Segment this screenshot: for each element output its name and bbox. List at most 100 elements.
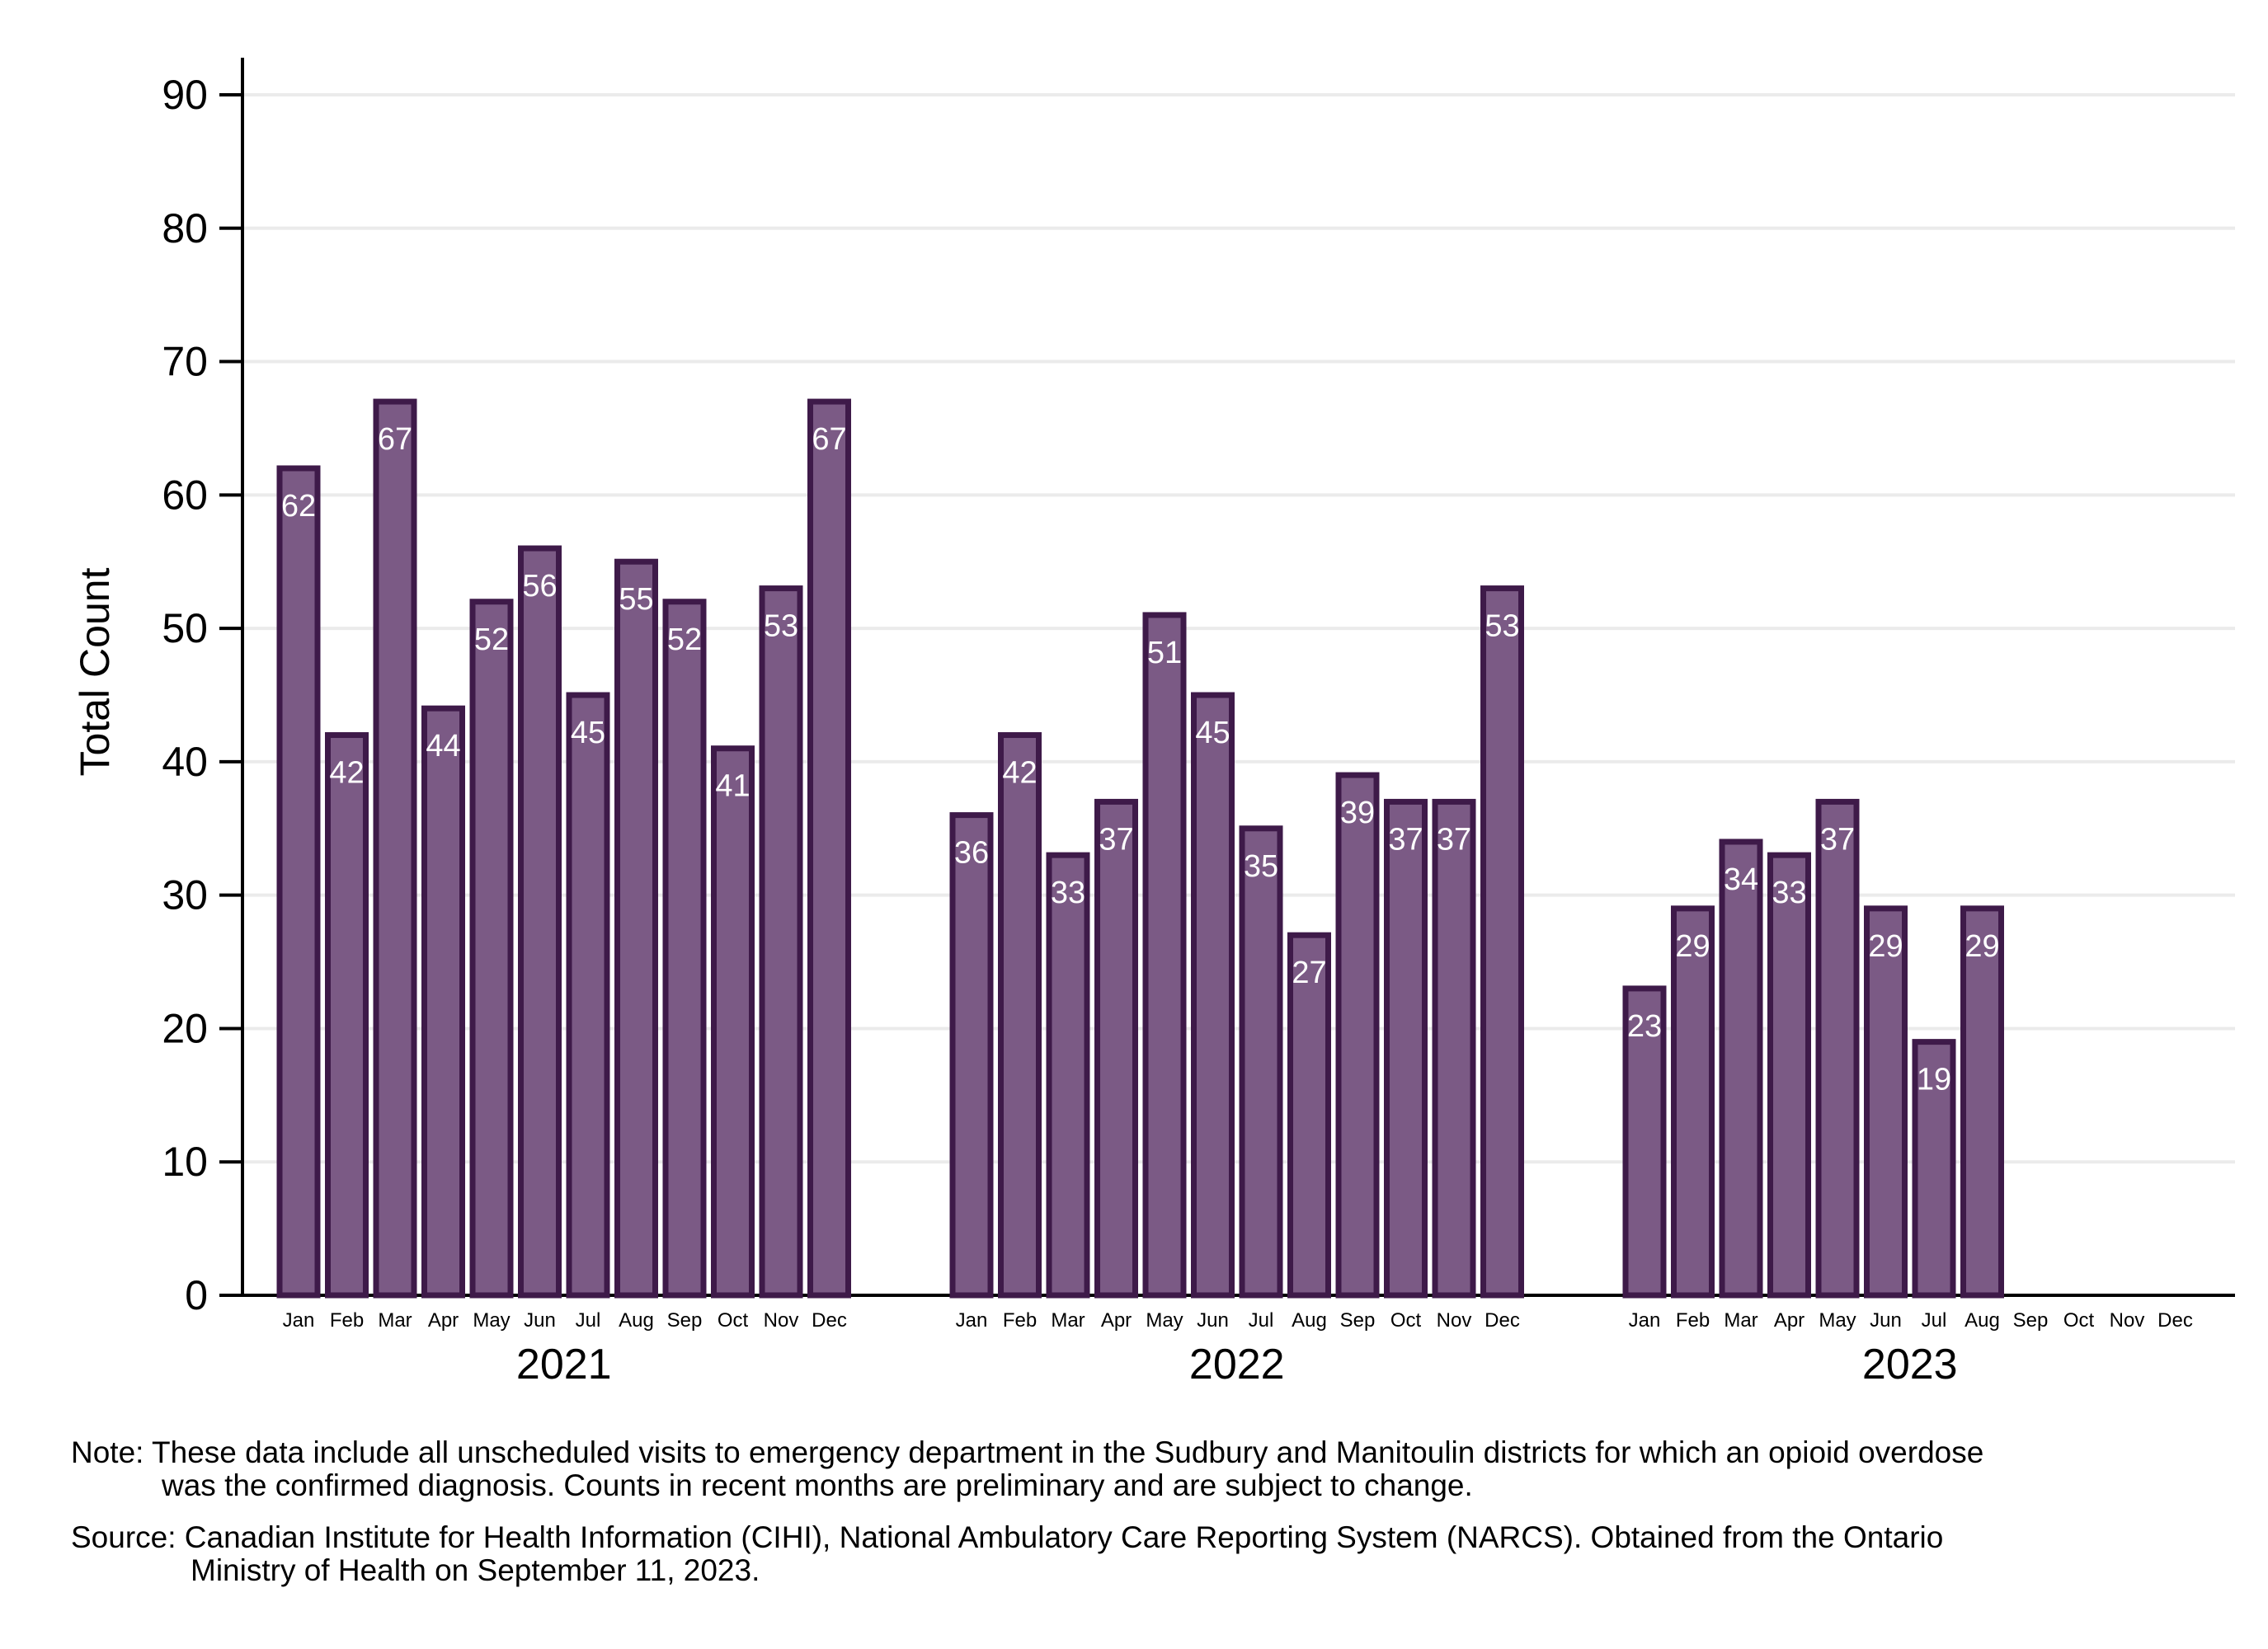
data-label: 53 [764,609,798,644]
bar [662,599,707,1299]
data-label: 39 [1340,796,1375,830]
bar [614,558,658,1299]
x-tick-label: Mar [1724,1309,1757,1332]
source-line-2: Ministry of Health on September 11, 2023… [191,1553,760,1587]
x-tick-label: Sep [2013,1309,2049,1332]
note-line-2: was the confirmed diagnosis. Counts in r… [162,1468,1473,1502]
bar [1864,905,1908,1299]
chart-note: Note: These data include all unscheduled… [71,1436,2215,1502]
bars [276,398,2004,1299]
y-tick-label: 30 [162,872,208,918]
data-label: 56 [522,569,557,604]
data-label: 67 [812,422,846,457]
tick-labels: 0 10 20 30 40 50 60 70 80 90 Jan Feb Mar Apr May Jun Jul… [162,72,2192,1388]
data-label: 52 [667,622,702,657]
bar [1912,1039,1956,1299]
x-tick-label: Jul [1249,1309,1274,1332]
bar [759,585,803,1299]
chart-source: Source: Canadian Institute for Health In… [71,1521,2215,1587]
y-axis-label: Total Count [72,567,118,776]
data-label: 36 [954,836,989,871]
x-tick-label: Nov [2110,1309,2145,1332]
data-label: 23 [1627,1009,1662,1044]
data-label: 55 [619,582,653,617]
bar [518,545,562,1299]
x-tick-label: Aug [1292,1309,1327,1332]
x-tick-label: May [1819,1309,1856,1332]
y-tick-label: 60 [162,472,208,518]
bar [1287,932,1331,1299]
bar [1384,798,1428,1299]
x-tick-label: Mar [1051,1309,1085,1332]
bar [1432,798,1476,1299]
x-tick-label: May [1146,1309,1183,1332]
bar [1046,852,1090,1299]
data-label: 29 [1868,929,1903,964]
x-tick-label: Jan [956,1309,988,1332]
x-tick-label: Dec [812,1309,847,1332]
bar [276,465,321,1299]
x-tick-label: Apr [1774,1309,1805,1332]
data-label: 37 [1437,822,1471,857]
bar [1719,839,1763,1299]
y-tick-label: 40 [162,739,208,785]
bar [1094,798,1138,1299]
bar [325,732,369,1299]
data-label: 53 [1485,609,1519,644]
bar [373,398,417,1299]
x-tick-label: Aug [619,1309,654,1332]
bar [1335,772,1380,1299]
x-tick-label: Jul [576,1309,601,1332]
x-tick-label: Oct [1390,1309,1422,1332]
data-label: 62 [281,489,316,524]
bar [807,398,851,1299]
x-tick-label: Nov [1437,1309,1472,1332]
x-tick-label: Sep [1340,1309,1376,1332]
year-group-label: 2023 [1862,1341,1958,1388]
data-label: 67 [378,422,412,457]
data-label: 33 [1772,876,1806,910]
note-line-1: Note: These data include all unscheduled… [71,1435,1984,1469]
bar [711,745,755,1299]
data-label: 29 [1965,929,1999,964]
x-tick-label: Mar [378,1309,412,1332]
data-label: 27 [1292,956,1326,990]
data-label: 45 [1195,716,1230,750]
data-label: 42 [329,756,364,791]
bar [1815,798,1860,1299]
data-label: 19 [1917,1063,1951,1097]
y-tick-label: 20 [162,1005,208,1051]
data-labels: 62 42 67 44 52 56 45 55 52 41 53 67 36 42 33 37 51 45 35 27… [281,422,2000,1097]
data-label: 42 [1002,756,1037,791]
data-label: 37 [1820,822,1855,857]
x-tick-label: Jun [1197,1309,1229,1332]
x-tick-label: Nov [764,1309,799,1332]
bar [566,692,610,1299]
data-label: 51 [1147,636,1182,670]
data-label: 37 [1388,822,1423,857]
data-label: 44 [426,729,460,763]
y-tick-label: 70 [162,339,208,385]
data-label: 41 [715,769,750,804]
x-tick-label: May [473,1309,510,1332]
bar [469,599,514,1299]
data-label: 45 [571,716,605,750]
source-line-1: Source: Canadian Institute for Health In… [71,1520,1944,1554]
y-tick-label: 80 [162,205,208,251]
x-tick-label: Oct [718,1309,749,1332]
y-tick-label: 90 [162,72,208,118]
y-tick-label: 0 [185,1272,208,1318]
bar [1191,692,1235,1299]
data-label: 37 [1099,822,1133,857]
year-group-label: 2022 [1189,1341,1285,1388]
x-tick-label: Apr [428,1309,459,1332]
year-group-label: 2021 [516,1341,612,1388]
x-tick-label: Feb [330,1309,364,1332]
y-tick-label: 50 [162,605,208,651]
bar [421,705,465,1299]
bar [949,812,994,1299]
x-tick-label: Feb [1003,1309,1037,1332]
y-tick-label: 10 [162,1139,208,1185]
bar [1960,905,2004,1299]
data-label: 52 [474,622,509,657]
